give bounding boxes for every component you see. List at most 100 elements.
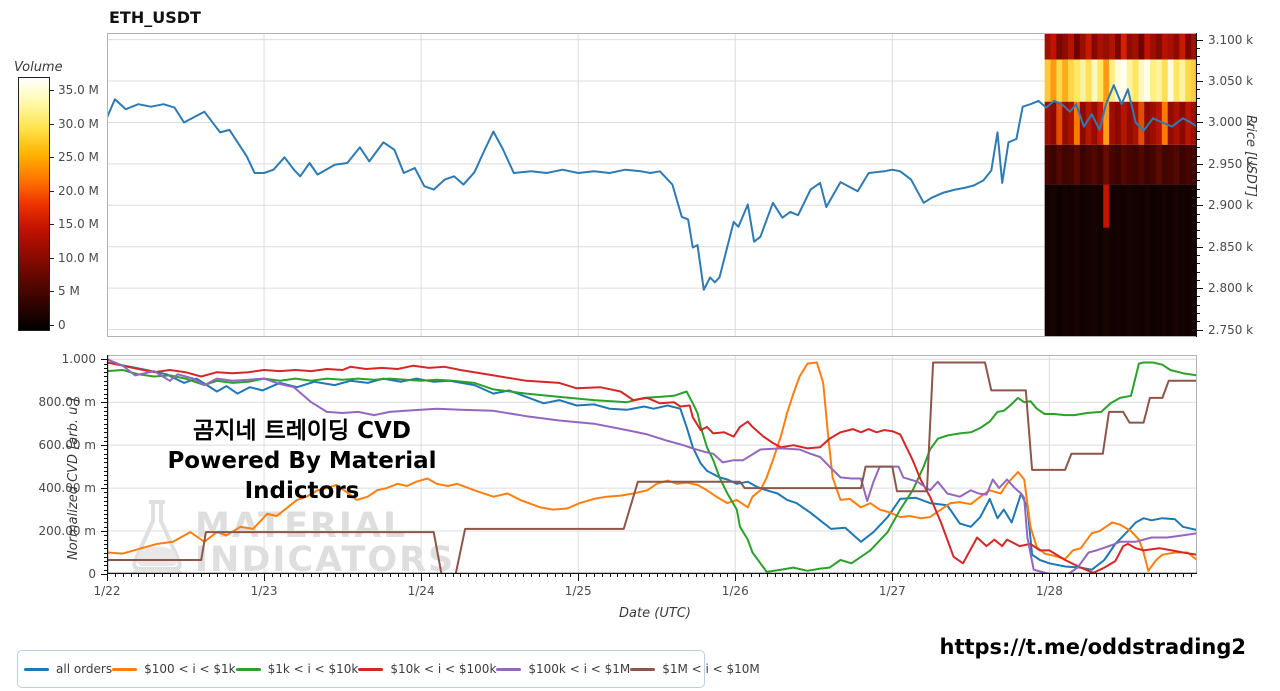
legend: all orders $100 < i < $1k $1k < i < $10k $1… (17, 650, 760, 688)
date-minor-tick (562, 574, 564, 577)
date-minor-tick (468, 574, 470, 577)
colorbar-tick-label: 0 (58, 318, 66, 332)
date-minor-tick (476, 574, 478, 577)
cvd-minor-tick (104, 449, 107, 451)
cvd-minor-tick (104, 385, 107, 387)
cvd-line-5 (107, 361, 1197, 574)
cvd-minor-tick (104, 475, 107, 477)
legend-item-label: $1M < i < $10M (662, 662, 760, 676)
date-minor-tick (750, 574, 752, 577)
price-line-group (107, 84, 1197, 291)
cvd-tick-label: 400.00 m (38, 481, 97, 496)
legend-line-swatch (112, 667, 138, 671)
cvd-line-3 (107, 361, 1197, 574)
date-minor-tick (232, 574, 234, 577)
date-minor-tick (570, 574, 572, 577)
date-minor-tick (601, 574, 603, 577)
date-minor-tick (326, 574, 328, 577)
cvd-major-tick (101, 402, 107, 404)
price-minor-tick (1197, 72, 1200, 74)
date-minor-tick (491, 574, 493, 577)
cvd-minor-tick (104, 423, 107, 425)
date-minor-tick (1190, 574, 1192, 577)
date-minor-tick (538, 574, 540, 577)
date-minor-tick (240, 574, 242, 577)
date-minor-tick (169, 574, 171, 577)
date-minor-tick (248, 574, 250, 577)
price-line (107, 84, 1197, 291)
price-minor-tick (1197, 180, 1200, 182)
date-minor-tick (664, 574, 666, 577)
cvd-minor-tick (104, 552, 107, 554)
legend-line-swatch (358, 667, 384, 671)
cvd-tick-label: 1.000 (61, 352, 96, 367)
date-minor-tick (366, 574, 368, 577)
date-major-tick (578, 574, 580, 581)
date-minor-tick (1041, 574, 1043, 577)
date-minor-tick (821, 574, 823, 577)
date-minor-tick (837, 574, 839, 577)
cvd-minor-tick (104, 363, 107, 365)
date-major-tick (892, 574, 894, 581)
date-minor-tick (224, 574, 226, 577)
cvd-minor-tick (104, 376, 107, 378)
price-minor-tick (1197, 97, 1200, 99)
cvd-minor-tick (104, 569, 107, 571)
price-minor-tick (1197, 89, 1200, 91)
legend-item-label: all orders (56, 662, 113, 676)
cvd-minor-tick (104, 419, 107, 421)
colorbar-tick-label: 35.0 M (58, 83, 99, 97)
date-minor-tick (1010, 574, 1012, 577)
cvd-minor-tick (104, 372, 107, 374)
cvd-minor-tick (104, 513, 107, 515)
date-minor-tick (185, 574, 187, 577)
date-minor-tick (641, 574, 642, 577)
overlay-korean-text: 곰지네 트레이딩 CVD (193, 418, 411, 444)
legend-item-label: $100 < i < $1k (144, 662, 236, 676)
price-major-tick (1197, 329, 1203, 331)
date-minor-tick (1088, 574, 1090, 577)
watermark-line1: MATERIAL (195, 506, 407, 546)
date-minor-tick (138, 574, 140, 577)
date-minor-tick (334, 574, 336, 577)
date-minor-tick (350, 574, 352, 577)
date-minor-tick (1002, 574, 1004, 577)
date-minor-tick (1072, 574, 1074, 577)
price-major-tick (1197, 81, 1203, 83)
date-minor-tick (853, 574, 855, 577)
cvd-minor-tick (104, 393, 107, 395)
date-minor-tick (1159, 574, 1161, 577)
date-tick-label: 1/22 (93, 584, 121, 598)
date-minor-tick (1096, 574, 1098, 577)
date-minor-tick (114, 574, 116, 577)
cvd-line-4 (107, 358, 1197, 574)
date-minor-tick (774, 574, 776, 577)
legend-item-label: $100k < i < $1M (528, 662, 631, 676)
date-minor-tick (271, 574, 273, 577)
price-chart-plot (107, 33, 1197, 337)
date-minor-tick (593, 574, 595, 577)
cvd-minor-tick (104, 565, 107, 567)
cvd-minor-tick (104, 535, 107, 537)
date-minor-tick (743, 574, 745, 577)
date-minor-tick (845, 574, 847, 577)
cvd-minor-tick (104, 440, 107, 442)
price-tick-label: 3.100 k (1208, 32, 1254, 47)
cvd-minor-tick (104, 501, 107, 502)
date-minor-tick (884, 574, 886, 577)
legend-item: $100 < i < $1k (112, 662, 236, 676)
date-minor-tick (829, 574, 831, 577)
date-minor-tick (625, 574, 627, 577)
telegram-link-text: https://t.me/oddstrading2 (939, 635, 1247, 659)
cvd-plot-frame (107, 355, 1197, 574)
date-minor-tick (122, 574, 124, 577)
date-minor-tick (648, 574, 650, 577)
price-tick-label: 2.850 k (1208, 239, 1254, 254)
price-minor-tick (1197, 279, 1200, 281)
legend-item: $1M < i < $10M (630, 662, 760, 676)
cvd-minor-tick (104, 397, 107, 399)
date-minor-tick (499, 574, 501, 577)
date-minor-tick (1143, 574, 1145, 577)
price-tick-label: 2.900 k (1208, 198, 1254, 213)
date-minor-tick (790, 574, 792, 577)
